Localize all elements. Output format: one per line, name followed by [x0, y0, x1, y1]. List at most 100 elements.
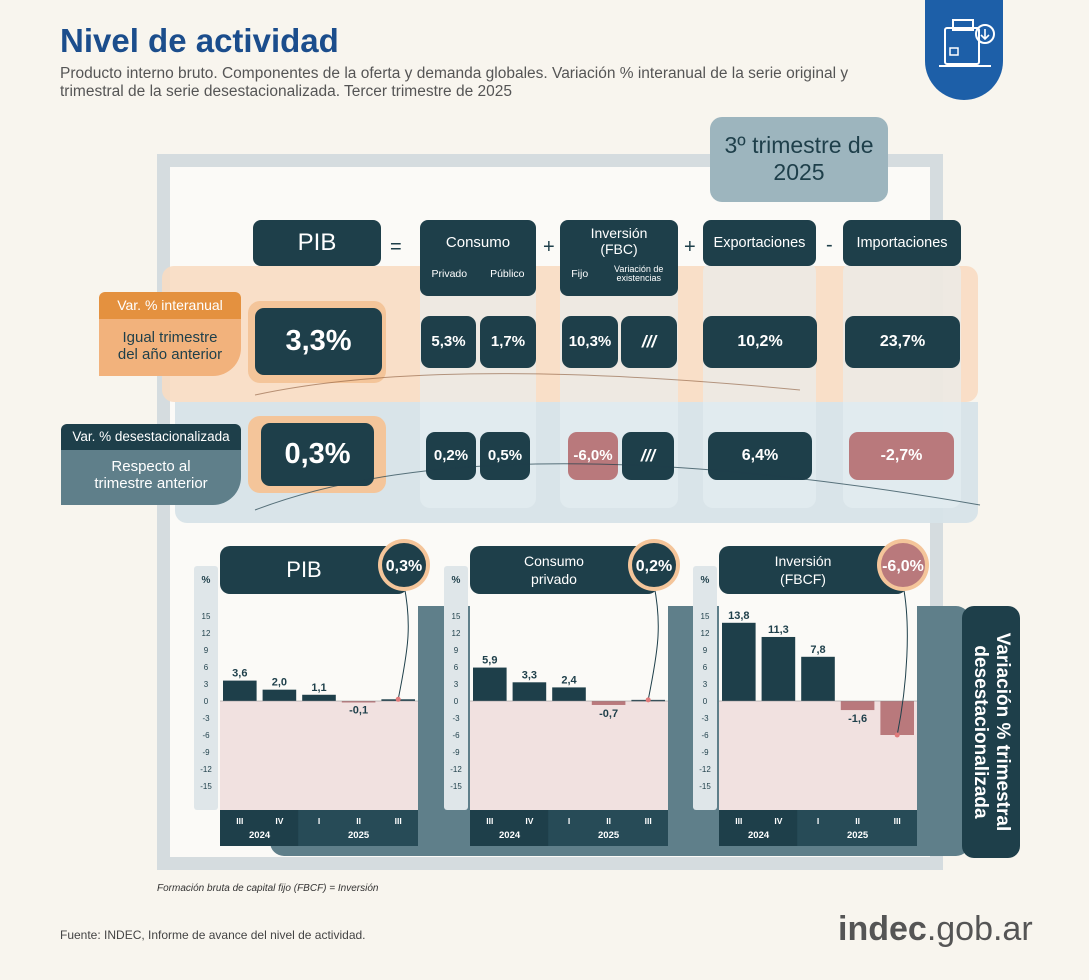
bar [761, 636, 796, 701]
y-tick-label: -3 [701, 714, 709, 723]
existencias-interanual-value: /// [621, 316, 677, 368]
x-axis-footer-2025 [797, 810, 917, 846]
inversion-header: Inversión (FBC) Fijo Variación de existe… [560, 220, 678, 296]
y-axis-unit: % [452, 575, 461, 586]
data-label: 7,8 [810, 644, 825, 656]
year-label: 2024 [748, 830, 770, 841]
consumo-header: Consumo Privado Público [420, 220, 536, 296]
fijo-label: Fijo [571, 268, 589, 280]
y-tick-label: 9 [703, 646, 708, 655]
pib-desest-value: 0,3% [261, 423, 374, 486]
data-label: 3,3 [522, 669, 537, 681]
year-label: 2024 [499, 830, 521, 841]
consumo-label: Consumo [445, 234, 511, 251]
indec-logo: indec.gob.ar [838, 910, 1033, 949]
year-label: 2025 [348, 830, 370, 841]
y-tick-label: 15 [701, 612, 710, 621]
footnote: Formación bruta de capital fijo (FBCF) =… [157, 883, 379, 894]
y-tick-label: 12 [452, 629, 461, 638]
y-tick-label: -15 [699, 782, 711, 791]
equals-sign: = [390, 236, 402, 258]
x-tick-label: I [318, 816, 320, 826]
bar [801, 656, 835, 701]
x-tick-label: III [486, 816, 493, 826]
y-tick-label: -15 [200, 782, 212, 791]
bar [591, 701, 626, 705]
highlight-circle [382, 543, 426, 587]
data-label: 11,3 [768, 624, 789, 636]
bar [302, 694, 336, 701]
publico-label: Público [490, 268, 525, 280]
chart-title-line2: privado [531, 571, 577, 587]
x-tick-label: I [817, 816, 819, 826]
data-label: 1,1 [311, 682, 326, 694]
y-tick-label: -9 [452, 748, 460, 757]
x-tick-label: III [236, 816, 243, 826]
x-tick-label: III [395, 816, 402, 826]
x-axis-footer-2025 [548, 810, 668, 846]
existencias-desest-value: /// [622, 432, 674, 480]
finance-icon [939, 19, 995, 67]
y-tick-label: 9 [454, 646, 459, 655]
brand-name: indec [838, 910, 927, 948]
x-tick-label: III [735, 816, 742, 826]
highlight-connector [397, 584, 409, 700]
y-tick-label: -12 [450, 765, 462, 774]
y-axis-unit: % [701, 575, 710, 586]
bar [512, 682, 547, 701]
plus-sign-2: + [684, 236, 696, 258]
interanual-desc: Igual trimestre del año anterior [99, 319, 241, 376]
exportaciones-desest-value: 6,4% [708, 432, 812, 480]
y-tick-label: -15 [450, 782, 462, 791]
exportaciones-header: Exportaciones [703, 220, 816, 266]
y-axis-strip [194, 566, 218, 810]
bar [473, 667, 507, 701]
y-tick-label: 0 [204, 697, 209, 706]
chart-title-line1: Consumo [524, 553, 584, 569]
y-tick-label: 3 [703, 680, 708, 689]
year-label: 2025 [847, 830, 869, 841]
highlight-value: 0,2% [636, 558, 672, 575]
privado-label: Privado [431, 268, 468, 280]
data-label: 5,9 [482, 655, 497, 667]
plot-area-negative [220, 701, 418, 810]
fijo-interanual-value: 10,3% [562, 316, 618, 368]
highlight-circle [881, 543, 925, 587]
fijo-desest-value: -6,0% [568, 432, 618, 480]
existencias-label: Variación de existencias [614, 264, 664, 283]
y-tick-label: 3 [204, 680, 209, 689]
exportaciones-interanual-value: 10,2% [703, 316, 817, 368]
plus-sign-1: + [543, 236, 555, 258]
bar [722, 622, 756, 701]
x-axis-footer-2025 [298, 810, 418, 846]
x-tick-label: II [356, 816, 361, 826]
decorative-curve [254, 373, 981, 511]
x-tick-label: IV [525, 816, 533, 826]
plot-area-negative [470, 701, 668, 810]
highlight-connector [647, 584, 659, 700]
chart-header [220, 546, 408, 594]
page-subtitle: Producto interno bruto. Componentes de l… [60, 65, 849, 100]
importaciones-header: Importaciones [843, 220, 961, 266]
brand-domain: .gob.ar [926, 910, 1033, 948]
bar [880, 701, 914, 735]
publico-desest-value: 0,5% [480, 432, 530, 480]
privado-interanual-value: 5,3% [421, 316, 476, 368]
pib-interanual-value: 3,3% [255, 308, 382, 375]
y-tick-label: 15 [202, 612, 211, 621]
desestacionalizada-desc: Respecto al trimestre anterior [61, 450, 241, 505]
inversion-label: Inversión (FBC) [590, 225, 648, 257]
desestacionalizada-tag: Var. % desestacionalizada [61, 424, 241, 450]
y-axis-unit: % [202, 575, 211, 586]
bar [840, 701, 875, 711]
minus-sign: - [826, 234, 833, 256]
chart-title: PIB [286, 557, 321, 582]
indec-badge [925, 0, 1003, 100]
x-tick-label: IV [275, 816, 283, 826]
y-axis-strip [693, 566, 717, 810]
y-tick-label: 6 [454, 663, 459, 672]
y-tick-label: -12 [699, 765, 711, 774]
highlight-dot [645, 697, 651, 703]
bar [262, 689, 297, 701]
y-tick-label: -6 [452, 731, 460, 740]
